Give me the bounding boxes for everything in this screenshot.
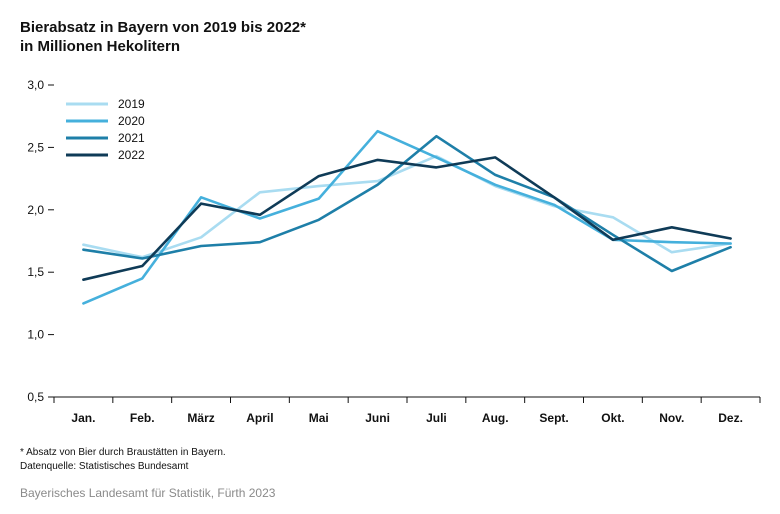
x-tick-label: April [246, 411, 273, 425]
x-tick-label: Aug. [482, 411, 509, 425]
publisher-credit: Bayerisches Landesamt für Statistik, Für… [20, 486, 276, 500]
y-tick-label: 1,5 [27, 265, 44, 279]
x-tick-label: Dez. [718, 411, 743, 425]
chart-subtitle: in Millionen Hekolitern [20, 38, 181, 55]
data-source: Datenquelle: Statistisches Bundesamt [20, 461, 189, 472]
chart-title-block: Bierabsatz in Bayern von 2019 bis 2022* … [20, 18, 306, 56]
x-axis: Jan. Feb. März April Mai Juni Juli Aug. Sept. Okt… [48, 396, 761, 425]
x-tick-label: Sept. [539, 411, 568, 425]
y-axis: 0,5 1,0 1,5 2,0 2,5 3,0 [27, 78, 54, 404]
y-tick-label: 1,0 [27, 328, 44, 342]
x-tick-label: Jan. [71, 411, 95, 425]
y-tick-label: 3,0 [27, 78, 44, 92]
legend-label-2021: 2021 [118, 131, 145, 145]
x-tick-label: März [187, 411, 214, 425]
x-tick-label: Juli [426, 411, 447, 425]
series-lines [82, 129, 732, 305]
x-tick-label: Nov. [659, 411, 684, 425]
series-line-2019 [82, 154, 732, 259]
y-tick-label: 2,5 [27, 140, 44, 154]
legend-label-2019: 2019 [118, 97, 145, 111]
legend-label-2020: 2020 [118, 114, 145, 128]
series-line-2020 [82, 129, 732, 305]
x-tick-label: Feb. [130, 411, 155, 425]
x-tick-label: Okt. [601, 411, 624, 425]
series-line-2021 [82, 134, 732, 273]
y-tick-label: 2,0 [27, 203, 44, 217]
footnote: * Absatz von Bier durch Braustätten in B… [20, 447, 226, 458]
legend-label-2022: 2022 [118, 148, 145, 162]
footnote-block: * Absatz von Bier durch Braustätten in B… [20, 446, 226, 474]
legend: 2019 2020 2021 2022 [66, 97, 145, 162]
x-tick-label: Juni [365, 411, 390, 425]
y-tick-label: 0,5 [27, 390, 44, 404]
chart-title: Bierabsatz in Bayern von 2019 bis 2022* [20, 19, 306, 36]
series-line-2022 [82, 156, 732, 282]
x-tick-label: Mai [309, 411, 329, 425]
